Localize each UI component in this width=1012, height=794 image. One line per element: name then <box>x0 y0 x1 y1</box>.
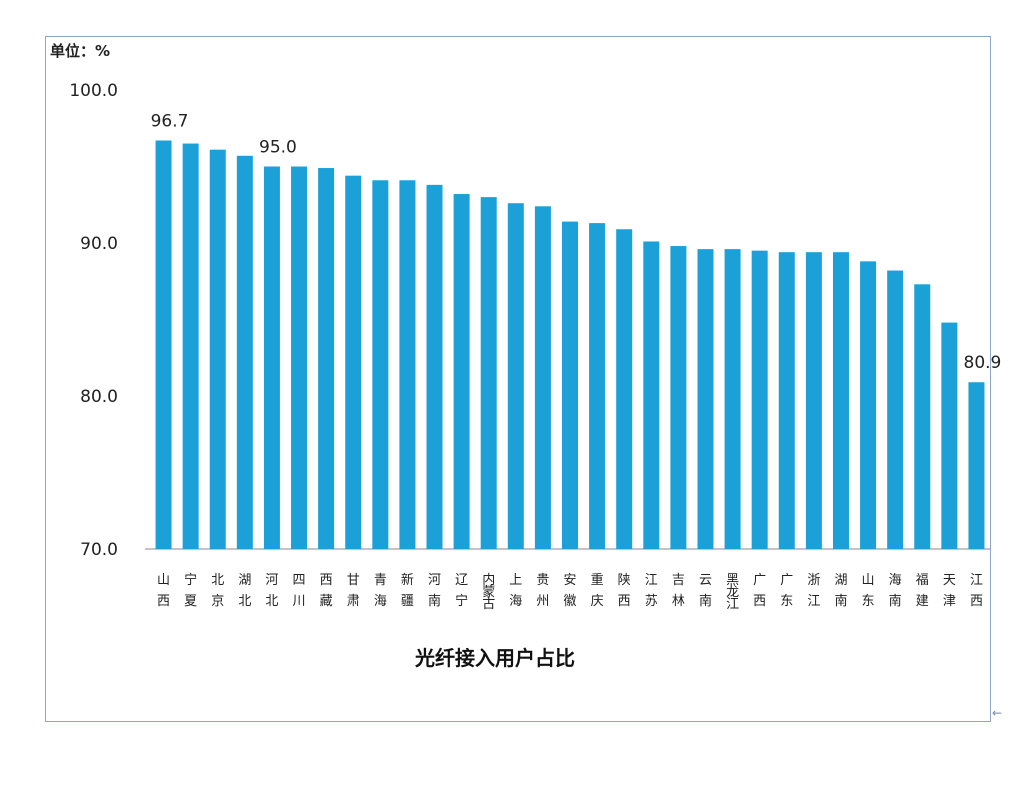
bar <box>751 250 768 549</box>
category-label: 山西 <box>157 573 170 609</box>
category-label: 贵州 <box>536 573 549 609</box>
bar <box>345 175 362 549</box>
data-label: 80.9 <box>964 353 1002 373</box>
bar <box>155 140 172 550</box>
y-axis-ticks: 70.0 80.0 90.0 100.0 <box>69 81 118 560</box>
y-tick-label: 70.0 <box>80 540 118 560</box>
bar <box>507 203 524 549</box>
category-label: 吉林 <box>672 573 685 609</box>
category-label: 河北 <box>265 573 278 609</box>
bar <box>941 322 958 549</box>
category-label: 内蒙古 <box>482 572 495 612</box>
bar <box>778 252 795 549</box>
category-label: 福建 <box>916 573 929 609</box>
bar <box>372 180 389 549</box>
category-label: 海南 <box>889 573 902 609</box>
bar <box>670 246 687 549</box>
category-label: 湖北 <box>238 573 251 609</box>
bar <box>291 166 308 549</box>
category-label: 上海 <box>509 573 522 609</box>
category-label: 江苏 <box>645 573 658 609</box>
bar <box>562 221 578 549</box>
category-label: 北京 <box>211 573 224 609</box>
bar <box>263 166 280 549</box>
bar <box>643 241 660 549</box>
y-tick-label: 80.0 <box>80 387 118 407</box>
category-label: 陕西 <box>618 573 631 609</box>
category-label: 江西 <box>970 573 983 609</box>
category-label: 安徽 <box>563 573 576 609</box>
y-tick-label: 100.0 <box>69 81 118 101</box>
bar <box>426 184 443 550</box>
data-label: 96.7 <box>151 111 189 131</box>
bar <box>453 194 470 550</box>
bar <box>616 229 633 550</box>
bar <box>209 149 226 550</box>
category-label: 新疆 <box>401 572 414 609</box>
category-label: 西藏 <box>320 573 333 609</box>
bar <box>832 252 849 549</box>
bar <box>318 168 335 549</box>
category-label: 山东 <box>862 573 875 609</box>
category-label: 湖南 <box>834 573 847 609</box>
category-label: 河南 <box>428 573 441 609</box>
bar <box>399 180 416 549</box>
category-label: 广西 <box>753 573 766 609</box>
bar <box>887 270 904 549</box>
bar <box>914 284 931 549</box>
bar <box>236 155 253 550</box>
category-label: 宁夏 <box>184 572 197 609</box>
category-label: 广东 <box>780 573 793 609</box>
bar <box>805 252 822 549</box>
bar <box>589 223 606 550</box>
bar <box>724 249 741 549</box>
bar <box>860 261 877 549</box>
data-label: 95.0 <box>259 138 297 158</box>
bars-group <box>155 140 985 550</box>
category-label: 天津 <box>943 573 956 609</box>
category-label: 四川 <box>293 573 306 609</box>
resize-arrow-icon: ← <box>992 706 1003 720</box>
category-label: 青海 <box>374 573 387 609</box>
bar <box>697 249 714 549</box>
bar <box>182 143 199 550</box>
category-label: 重庆 <box>591 572 604 609</box>
y-tick-label: 90.0 <box>80 234 118 254</box>
category-label: 辽宁 <box>455 573 468 609</box>
bar <box>534 206 551 549</box>
bar <box>968 382 985 549</box>
data-labels: 96.7 95.0 80.9 <box>151 111 1002 373</box>
bar <box>480 197 497 549</box>
unit-label: 单位：% <box>50 42 110 60</box>
chart-title: 光纤接入用户占比 <box>414 646 575 670</box>
category-label: 甘肃 <box>347 573 360 609</box>
category-label: 黑龙江 <box>726 573 739 612</box>
category-label: 浙江 <box>807 573 820 609</box>
category-label: 云南 <box>699 573 712 609</box>
